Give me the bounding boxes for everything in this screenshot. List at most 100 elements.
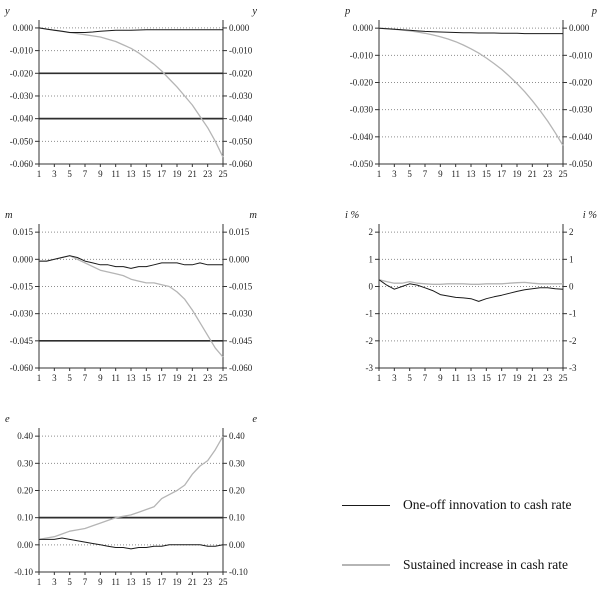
series-line — [378, 27, 563, 35]
x-tick-label: 23 — [543, 373, 553, 383]
x-tick-label: 25 — [559, 373, 569, 383]
x-tick-label: 23 — [203, 373, 213, 383]
y-tick-label-left: -1 — [366, 309, 374, 319]
x-tick-label: 3 — [392, 373, 397, 383]
x-tick-label: 15 — [142, 169, 152, 179]
x-tick-label: 13 — [127, 373, 137, 383]
y-tick-label-left: -0.010 — [350, 50, 374, 60]
x-tick-label: 7 — [423, 373, 428, 383]
y-tick-label-left: -0.010 — [10, 46, 34, 56]
y-tick-label-right: 0.00 — [229, 540, 245, 550]
y-tick-label-right: -0.10 — [229, 567, 248, 577]
axis-title-right: p — [591, 6, 597, 17]
series-line — [378, 27, 564, 146]
x-tick-label: 19 — [173, 577, 183, 587]
y-tick-label-right: -0.040 — [229, 114, 253, 124]
axis-title-right: m — [249, 210, 257, 221]
y-tick-label-left: 0.015 — [13, 227, 34, 237]
axis-title-right: e — [252, 414, 257, 425]
axis-title-left: m — [5, 210, 13, 221]
axis-title-left: y — [4, 6, 10, 17]
y-tick-label-right: -0.030 — [229, 309, 253, 319]
y-tick-label-left: 2 — [369, 227, 374, 237]
chart-svg: 0.000 0.000 -0.010 -0.010 -0.020 -0.020 -0.030… — [4, 6, 257, 179]
y-tick-label-left: -2 — [366, 336, 374, 346]
y-tick-label-right: -0.060 — [229, 363, 253, 373]
y-tick-label-left: 0.40 — [17, 431, 33, 441]
legend-item-one-off: One-off innovation to cash rate — [342, 497, 571, 513]
x-tick-label: 17 — [497, 373, 507, 383]
series-line — [39, 255, 224, 358]
y-tick-label-right: -0.015 — [229, 281, 253, 291]
y-tick-label-left: 0.000 — [13, 254, 34, 264]
x-tick-label: 21 — [528, 169, 537, 179]
legend-label-sustained: Sustained increase in cash rate — [403, 557, 568, 572]
legend-line-black-sample — [342, 504, 390, 506]
y-tick-label-left: 0.000 — [13, 23, 34, 33]
y-tick-label-left: -0.050 — [10, 136, 34, 146]
x-tick-label: 13 — [467, 373, 477, 383]
y-tick-label-right: 0.000 — [229, 254, 250, 264]
series-line — [378, 279, 564, 302]
x-tick-label: 15 — [482, 169, 492, 179]
chart-m: 0.015 0.015 0.000 0.000 -0.015 -0.015 -0.030 -0… — [2, 209, 260, 387]
y-tick-label-right: 0.30 — [229, 458, 245, 468]
y-tick-label-left: -0.040 — [10, 114, 34, 124]
y-tick-label-right: -0.020 — [569, 77, 593, 87]
x-tick-label: 15 — [142, 373, 152, 383]
y-tick-label-right: -3 — [569, 363, 577, 373]
y-tick-label-left: -0.020 — [350, 77, 374, 87]
series-line — [38, 435, 224, 541]
series-line — [38, 27, 223, 33]
y-tick-label-right: -0.020 — [229, 68, 253, 78]
x-tick-label: 1 — [37, 373, 42, 383]
x-tick-label: 3 — [52, 577, 57, 587]
x-tick-label: 7 — [83, 373, 88, 383]
y-tick-label-left: -0.030 — [10, 91, 34, 101]
x-tick-label: 19 — [173, 373, 183, 383]
x-tick-label: 1 — [37, 169, 42, 179]
x-tick-label: 7 — [83, 577, 88, 587]
x-tick-label: 19 — [513, 373, 523, 383]
y-tick-label-left: 0.000 — [353, 23, 374, 33]
x-tick-label: 21 — [188, 169, 197, 179]
chart-svg: 0.015 0.015 0.000 0.000 -0.015 -0.015 -0.030 -0… — [5, 210, 257, 383]
y-tick-label-right: -0.040 — [569, 132, 593, 142]
y-tick-label-left: -0.030 — [350, 105, 374, 115]
y-tick-label-right: -2 — [569, 336, 577, 346]
x-tick-label: 5 — [67, 373, 72, 383]
y-tick-label-right: -0.050 — [229, 136, 253, 146]
x-tick-label: 9 — [98, 169, 103, 179]
x-tick-label: 3 — [52, 373, 57, 383]
y-tick-label-right: 0.10 — [229, 513, 245, 523]
x-tick-label: 25 — [559, 169, 569, 179]
x-tick-label: 23 — [203, 577, 213, 587]
x-tick-label: 1 — [377, 169, 382, 179]
x-tick-label: 17 — [157, 169, 167, 179]
x-tick-label: 5 — [407, 373, 412, 383]
chart-p: 0.000 0.000 -0.010 -0.010 -0.020 -0.020 -0.030… — [342, 5, 600, 183]
x-tick-label: 21 — [188, 577, 197, 587]
y-tick-label-left: 0 — [369, 281, 374, 291]
axis-title-right: i % — [583, 210, 598, 221]
y-tick-label-right: -0.010 — [229, 46, 253, 56]
y-tick-label-right: 1 — [569, 254, 574, 264]
x-tick-label: 25 — [219, 169, 229, 179]
axis-title-right: y — [251, 6, 257, 17]
x-tick-label: 7 — [423, 169, 428, 179]
x-tick-label: 3 — [392, 169, 397, 179]
chart-svg: 0.000 0.000 -0.010 -0.010 -0.020 -0.020 -0.030… — [344, 6, 597, 179]
series-line — [378, 279, 563, 285]
y-tick-label-left: -0.040 — [350, 132, 374, 142]
chart-svg: 0.40 0.40 0.30 0.30 0.20 0.20 0.10 0.10 0.00 0.00… — [5, 414, 257, 587]
series-line — [39, 255, 223, 269]
x-tick-label: 11 — [451, 373, 460, 383]
x-tick-label: 11 — [111, 577, 120, 587]
chart-y: 0.000 0.000 -0.010 -0.010 -0.020 -0.020 -0.030… — [2, 5, 260, 183]
y-tick-label-left: -0.045 — [10, 336, 34, 346]
x-tick-label: 17 — [157, 373, 167, 383]
y-tick-label-left: -0.060 — [10, 363, 34, 373]
x-tick-label: 5 — [67, 577, 72, 587]
axis-title-left: i % — [345, 210, 360, 221]
